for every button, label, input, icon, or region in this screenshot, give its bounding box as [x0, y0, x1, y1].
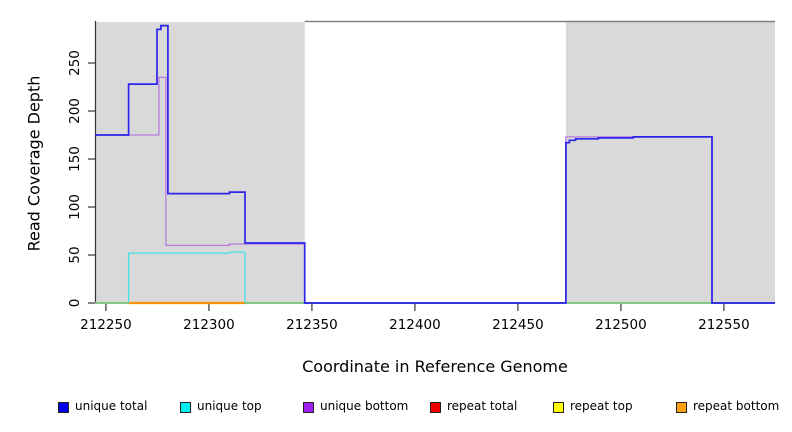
- legend-swatch-icon: [180, 402, 191, 413]
- x-tick-label: 212300: [183, 317, 235, 333]
- series-unique-total-line: [95, 24, 775, 304]
- legend-label: unique bottom: [320, 399, 409, 413]
- shaded-region: [565, 22, 775, 303]
- x-tick-label: 212550: [698, 317, 750, 333]
- legend-swatch-icon: [58, 402, 69, 413]
- x-tick-label: 212500: [595, 317, 647, 333]
- x-tick-label: 212400: [389, 317, 441, 333]
- x-tick-label: 212350: [286, 317, 338, 333]
- x-axis-title: Coordinate in Reference Genome: [302, 357, 568, 376]
- legend-swatch-icon: [430, 402, 441, 413]
- legend-label: unique total: [75, 399, 148, 413]
- legend-label: repeat bottom: [693, 399, 780, 413]
- x-tick-label: 212250: [80, 317, 132, 333]
- legend-swatch-icon: [303, 402, 314, 413]
- x-tick-label: 212450: [492, 317, 544, 333]
- legend-label: repeat total: [447, 399, 518, 413]
- shaded-region: [95, 22, 305, 303]
- y-tick-label: 250: [67, 50, 83, 76]
- legend: unique total unique top unique bottom repea…: [0, 399, 792, 423]
- legend-label: repeat top: [570, 399, 633, 413]
- legend-swatch-icon: [676, 402, 687, 413]
- legend-swatch-icon: [553, 402, 564, 413]
- series-unique-top-line: [127, 251, 246, 303]
- y-axis-title: Read Coverage Depth: [24, 75, 44, 252]
- legend-label: unique top: [197, 399, 262, 413]
